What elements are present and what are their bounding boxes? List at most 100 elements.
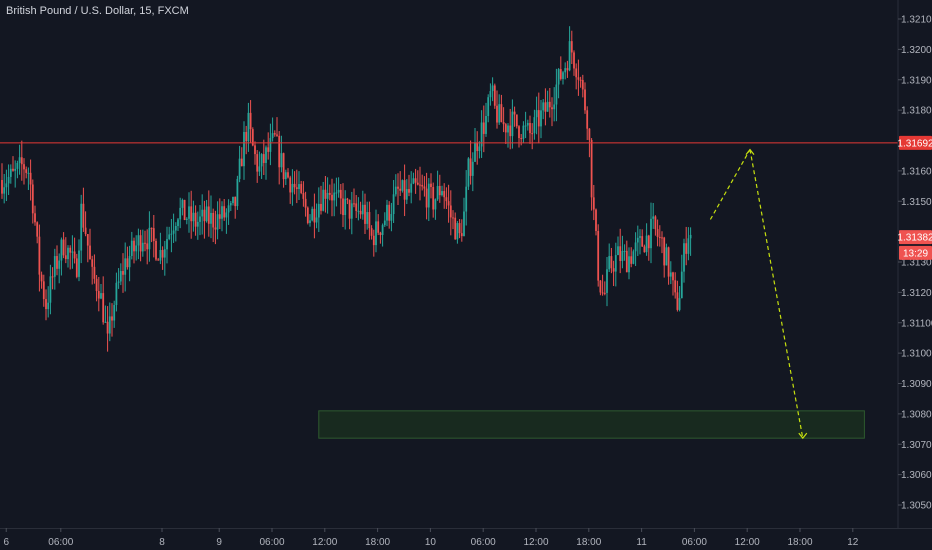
candle-body: [313, 208, 316, 223]
candle-body: [471, 161, 474, 176]
candle-body: [372, 235, 375, 246]
candles: [1, 26, 692, 352]
candle-body: [364, 204, 366, 224]
candle-body: [155, 241, 157, 260]
candle-body: [643, 246, 646, 253]
candle-body: [467, 158, 470, 187]
x-tick-label: 18:00: [787, 537, 812, 548]
candle-body: [201, 209, 204, 217]
candle-body: [42, 281, 45, 300]
candle-body: [133, 240, 135, 252]
y-tick-label: 1.31100: [901, 318, 932, 329]
candle-body: [584, 89, 586, 111]
candle-body: [513, 111, 516, 115]
candle-body: [124, 258, 127, 275]
candle-body: [218, 214, 221, 219]
candle-body: [207, 206, 210, 224]
candle-body: [359, 210, 362, 215]
candle-body: [89, 245, 91, 260]
candle-body: [526, 122, 529, 126]
candle-body: [421, 184, 424, 187]
x-tick-label: 11: [636, 537, 647, 548]
candle-body: [405, 189, 408, 200]
y-tick-label: 1.30500: [901, 501, 932, 512]
candle-body: [300, 184, 303, 193]
candle-body: [430, 183, 432, 187]
candle-body: [355, 203, 358, 211]
candle-body: [225, 212, 228, 218]
candle-body: [161, 250, 164, 258]
candle-body: [423, 186, 426, 189]
candle-body: [27, 172, 30, 174]
candle-body: [5, 183, 8, 188]
candle-body: [106, 321, 109, 334]
candle-body: [84, 227, 87, 235]
candle-body: [601, 292, 604, 294]
candle-body: [333, 192, 336, 201]
candle-body: [119, 271, 122, 282]
candle-body: [685, 243, 688, 254]
candle-body: [14, 168, 17, 171]
candle-body: [441, 191, 443, 196]
candle-body: [540, 110, 542, 127]
y-tick-label: 1.32100: [901, 15, 932, 26]
candle-body: [80, 203, 83, 251]
y-tick-label: 1.32000: [901, 45, 932, 56]
candle-body: [276, 134, 278, 136]
candle-body: [73, 251, 76, 259]
candle-body: [524, 125, 527, 127]
candle-body: [177, 219, 179, 227]
candle-body: [47, 302, 50, 310]
x-tick-label: 06:00: [471, 537, 496, 548]
candle-body: [588, 128, 591, 141]
candle-body: [62, 239, 65, 256]
price-tag-label: 13:29: [903, 248, 928, 259]
candle-body: [78, 250, 80, 277]
candle-body: [581, 80, 584, 90]
candle-body: [568, 41, 571, 71]
candle-body: [434, 199, 437, 210]
candle-body: [150, 227, 153, 229]
price-tag-box: [899, 135, 932, 150]
candle-body: [566, 68, 569, 71]
price-axis[interactable]: 1.32100 1.32000 1.31900 1.31800 1.31600 1.315…: [898, 15, 932, 512]
candle-body: [489, 91, 492, 98]
candle-body: [357, 210, 360, 212]
candle-body: [181, 199, 184, 208]
candle-body: [104, 321, 107, 323]
candle-body: [683, 243, 685, 272]
candle-body: [69, 247, 72, 253]
x-tick-label: 12: [847, 537, 859, 548]
candle-body: [680, 271, 683, 299]
candle-body: [394, 186, 397, 195]
candle-body: [493, 85, 496, 106]
candle-body: [97, 291, 100, 299]
candle-body: [111, 316, 113, 321]
candle-body: [282, 153, 285, 180]
candle-body: [166, 239, 168, 250]
candle-body: [452, 217, 454, 219]
candle-body: [12, 168, 14, 171]
candle-body: [183, 199, 186, 220]
candle-body: [273, 133, 276, 135]
candle-body: [559, 69, 562, 79]
candle-body: [304, 198, 307, 208]
candle-body: [95, 278, 98, 292]
candle-body: [36, 222, 39, 237]
candle-body: [16, 162, 19, 169]
candle-body: [335, 192, 338, 194]
candle-body: [603, 292, 606, 294]
candle-body: [115, 282, 118, 306]
x-tick-label: 9: [216, 537, 222, 548]
candle-body: [665, 247, 668, 266]
target-zone: [318, 410, 865, 439]
x-tick-label: 10: [425, 537, 437, 548]
candle-body: [390, 214, 393, 221]
candle-body: [447, 201, 450, 206]
candle-body: [498, 104, 501, 123]
candle-body: [667, 247, 670, 277]
candle-body: [40, 274, 43, 282]
candle-body: [130, 240, 133, 256]
time-axis[interactable]: 6 06:00 8 9 06:00 12:00 18:00 10 06:00 12:00 18:00…: [3, 528, 859, 548]
